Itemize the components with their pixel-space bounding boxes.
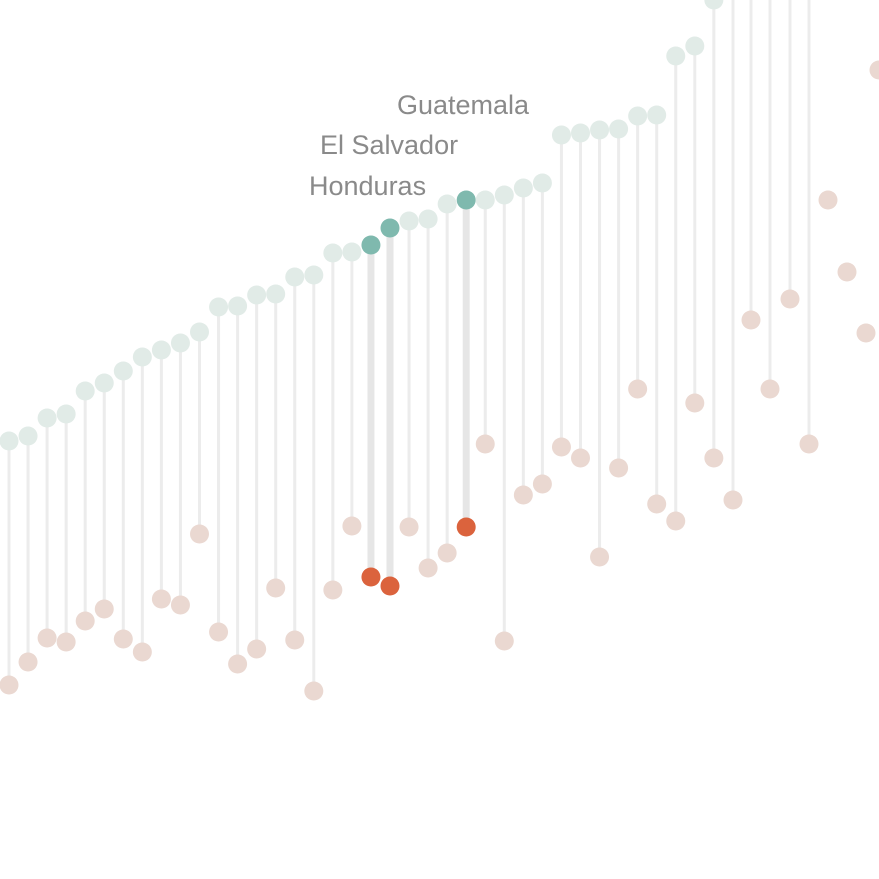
top-point [75, 381, 95, 401]
top-point [151, 340, 171, 360]
top-point-highlight [380, 218, 400, 238]
top-point [113, 361, 133, 381]
top-point [56, 404, 76, 424]
top-point [304, 265, 324, 285]
bottom-point [399, 517, 419, 537]
bottom-point [837, 262, 857, 282]
label-guatemala: Guatemala [397, 90, 530, 120]
top-point [551, 125, 571, 145]
top-points-layer [0, 0, 724, 451]
top-point [685, 36, 705, 56]
country-labels: Honduras El Salvador Guatemala [309, 90, 530, 201]
bottom-point [704, 448, 724, 468]
top-point [571, 123, 590, 143]
bottom-point [494, 631, 514, 651]
top-point [190, 322, 209, 342]
bottom-point [170, 595, 190, 615]
top-point [37, 408, 57, 428]
bottom-point [647, 494, 667, 514]
bottom-point [0, 675, 19, 695]
bottom-point [113, 629, 133, 649]
top-point [494, 185, 514, 205]
bottom-points-layer [0, 60, 879, 701]
top-point [228, 296, 248, 316]
top-point [0, 431, 19, 451]
bottom-point [304, 681, 324, 701]
bottom-point [475, 434, 495, 454]
bottom-point [132, 642, 152, 662]
top-point [170, 333, 190, 353]
stems-layer [7, 0, 811, 691]
bottom-point [818, 190, 838, 210]
top-point [18, 426, 38, 446]
top-point [475, 190, 495, 210]
bottom-point-highlight [361, 567, 381, 587]
bottom-point [285, 630, 305, 650]
bottom-point-highlight [380, 576, 400, 596]
top-point [209, 297, 229, 317]
bottom-point [590, 547, 610, 567]
bottom-point [18, 652, 38, 672]
bottom-point [666, 511, 686, 531]
bottom-point [75, 611, 95, 631]
bottom-point [723, 490, 743, 510]
bottom-point [56, 632, 76, 652]
top-point [532, 173, 552, 193]
bottom-point [228, 654, 248, 674]
bottom-point [209, 622, 229, 642]
bottom-point [869, 60, 879, 80]
bottom-point [266, 578, 286, 598]
top-point [513, 178, 533, 198]
top-point [437, 194, 457, 214]
top-point [704, 0, 724, 10]
bottom-point-highlight [456, 517, 476, 537]
top-point [342, 242, 362, 262]
bottom-point [741, 310, 761, 330]
top-point [647, 105, 667, 125]
label-el-salvador: El Salvador [320, 130, 458, 160]
top-point-highlight [361, 235, 381, 255]
top-point [266, 284, 286, 304]
bottom-point [342, 516, 362, 536]
top-point [285, 267, 305, 287]
top-point [666, 46, 686, 66]
bottom-point [418, 558, 438, 578]
top-point [94, 373, 114, 393]
bottom-point [856, 323, 876, 343]
bottom-point [513, 485, 533, 505]
top-point [247, 285, 267, 305]
bottom-point [247, 639, 267, 659]
bottom-point [190, 524, 209, 544]
bottom-point [571, 448, 590, 468]
bottom-point [799, 434, 819, 454]
bottom-point [37, 628, 57, 648]
top-point [323, 243, 343, 263]
bottom-point [551, 437, 571, 457]
top-point-highlight [456, 190, 476, 210]
bottom-point [780, 289, 800, 309]
bottom-point [532, 474, 552, 494]
top-point [628, 106, 648, 126]
bottom-point [760, 379, 780, 399]
bottom-point [609, 458, 629, 478]
top-point [132, 347, 152, 367]
bottom-point [94, 599, 114, 619]
bottom-point [323, 580, 343, 600]
top-point [418, 209, 438, 229]
top-point [590, 120, 610, 140]
top-point [609, 119, 629, 139]
bottom-point [151, 589, 171, 609]
bottom-point [437, 543, 457, 563]
top-point [399, 211, 419, 231]
bottom-point [685, 393, 705, 413]
bottom-point [628, 379, 648, 399]
label-honduras: Honduras [309, 171, 426, 201]
